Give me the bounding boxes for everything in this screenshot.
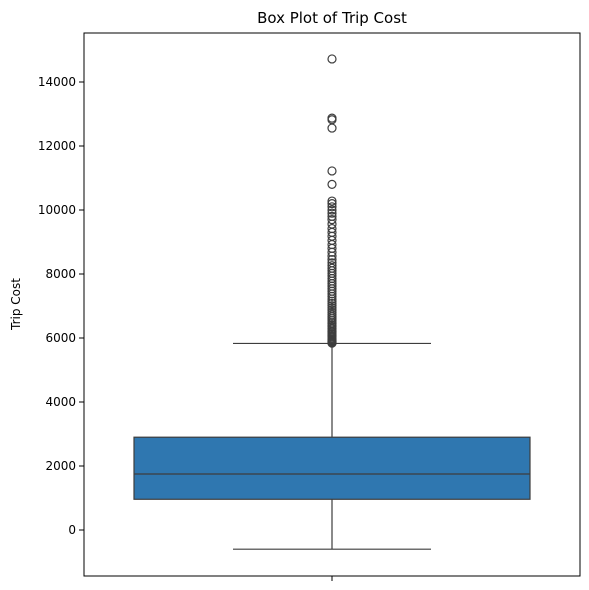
outlier-point xyxy=(327,113,337,123)
outlier-point xyxy=(327,166,337,176)
y-axis: 0 2000 4000 6000 8000 10000 12000 14000 xyxy=(38,75,84,537)
y-tick-label: 2000 xyxy=(45,459,76,473)
chart-title: Box Plot of Trip Cost xyxy=(257,9,407,27)
box-group xyxy=(133,436,531,500)
outlier-point xyxy=(327,258,337,268)
outlier-point xyxy=(327,199,337,209)
y-tick-label: 14000 xyxy=(38,75,76,89)
outlier-point xyxy=(327,123,337,133)
outlier-point xyxy=(327,196,337,206)
y-tick-label: 6000 xyxy=(45,331,76,345)
y-tick-label: 4000 xyxy=(45,395,76,409)
outlier-point xyxy=(327,263,337,273)
outlier-point xyxy=(327,179,337,189)
outliers xyxy=(327,54,337,348)
outlier-point xyxy=(327,261,337,271)
iqr-box xyxy=(133,436,531,500)
y-tick-label: 10000 xyxy=(38,203,76,217)
outlier-point xyxy=(327,202,337,212)
outlier-point xyxy=(327,205,337,215)
outlier-point xyxy=(327,211,337,221)
outlier-point xyxy=(327,208,337,218)
y-tick-label: 0 xyxy=(68,523,76,537)
outlier-point xyxy=(327,54,337,64)
outlier-point xyxy=(327,215,337,225)
outlier-point xyxy=(327,255,337,265)
y-axis-label: Trip Cost xyxy=(9,278,23,331)
outlier-point xyxy=(327,223,337,234)
y-tick-label: 12000 xyxy=(38,139,76,153)
y-tick-label: 8000 xyxy=(45,267,76,281)
